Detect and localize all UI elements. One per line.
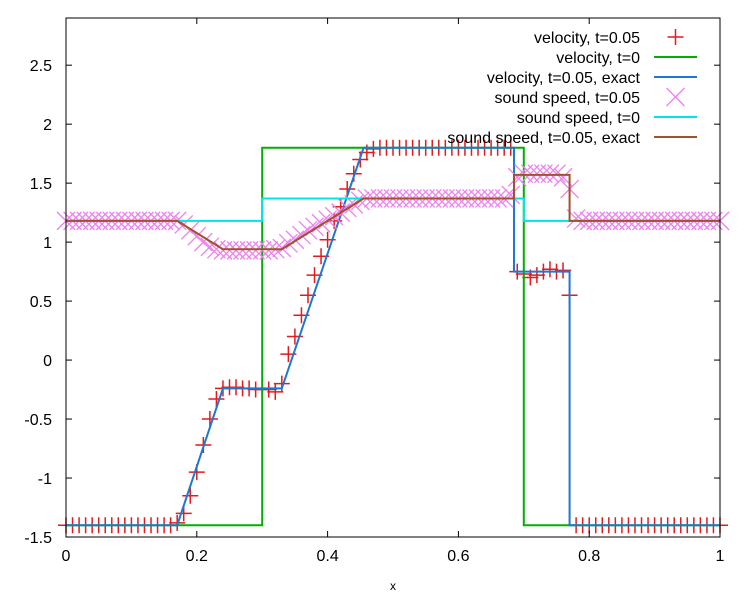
- data-point: [260, 381, 277, 398]
- series-sound-speed-t-0-05-exact: [66, 173, 720, 251]
- plot-marks: [56, 139, 730, 534]
- y-tick-label: 2: [43, 117, 52, 134]
- y-tick-label: 1.5: [30, 176, 52, 193]
- legend-label: velocity, t=0.05: [534, 30, 640, 47]
- data-point: [514, 164, 534, 184]
- x-tick-label: 0.8: [578, 548, 600, 565]
- data-point: [540, 164, 560, 184]
- data-point: [533, 164, 553, 184]
- legend-label: sound speed, t=0.05, exact: [447, 130, 640, 147]
- series-line: [66, 197, 720, 222]
- data-point: [527, 164, 547, 184]
- series-velocity-t-0-05-exact: [66, 146, 720, 527]
- data-point: [528, 267, 545, 284]
- y-tick-label: 1: [43, 235, 52, 252]
- x-tick-label: 0.2: [186, 548, 208, 565]
- y-tick-label: -1.5: [24, 530, 52, 547]
- legend-label: sound speed, t=0.05: [495, 90, 641, 107]
- plot-frame: [65, 17, 721, 538]
- legend-label: velocity, t=0.05, exact: [487, 70, 641, 87]
- x-tick-label: 0.6: [447, 548, 469, 565]
- data-point: [547, 164, 566, 184]
- series-sound-speed-t-0: [66, 197, 720, 222]
- tick-labels: 0 0.2 0.4 0.6 0.8 1 -1.5 -1 -0.5 0 0.5 1 1.5 2 2.5: [24, 58, 724, 565]
- y-tick-label: 2.5: [30, 58, 52, 75]
- data-point: [228, 379, 245, 396]
- data-point: [246, 240, 266, 260]
- data-point: [239, 240, 259, 260]
- data-point: [541, 261, 558, 278]
- data-point: [226, 240, 246, 260]
- data-point: [233, 240, 253, 260]
- data-point: [182, 487, 199, 504]
- legend: velocity, t=0.05 velocity, t=0 velocity, t…: [447, 29, 697, 147]
- data-point: [259, 240, 279, 260]
- data-point: [501, 185, 521, 205]
- data-point: [272, 238, 292, 258]
- y-tick-label: 0: [43, 353, 52, 370]
- series-line: [66, 146, 720, 527]
- data-point: [208, 390, 225, 407]
- legend-label: velocity, t=0: [556, 50, 640, 67]
- series-sound-speed-t-0-05: [56, 164, 730, 260]
- data-point: [365, 140, 382, 157]
- y-tick-label: -1: [38, 471, 52, 488]
- data-point: [555, 262, 572, 279]
- series-line: [66, 173, 720, 251]
- x-tick-label: 0: [62, 548, 71, 565]
- data-point: [267, 383, 284, 400]
- x-tick-label: 0.4: [316, 548, 338, 565]
- x-axis-label: x: [390, 579, 396, 593]
- y-tick-label: -0.5: [24, 412, 52, 429]
- legend-swatch: [666, 87, 685, 107]
- data-point: [220, 240, 239, 260]
- y-tick-label: 0.5: [30, 294, 52, 311]
- data-point: [507, 167, 527, 187]
- legend-swatch: [667, 29, 684, 45]
- x-tick-label: 1: [716, 548, 725, 565]
- data-point: [520, 164, 540, 184]
- data-point: [200, 237, 220, 257]
- legend-label: sound speed, t=0: [517, 110, 640, 127]
